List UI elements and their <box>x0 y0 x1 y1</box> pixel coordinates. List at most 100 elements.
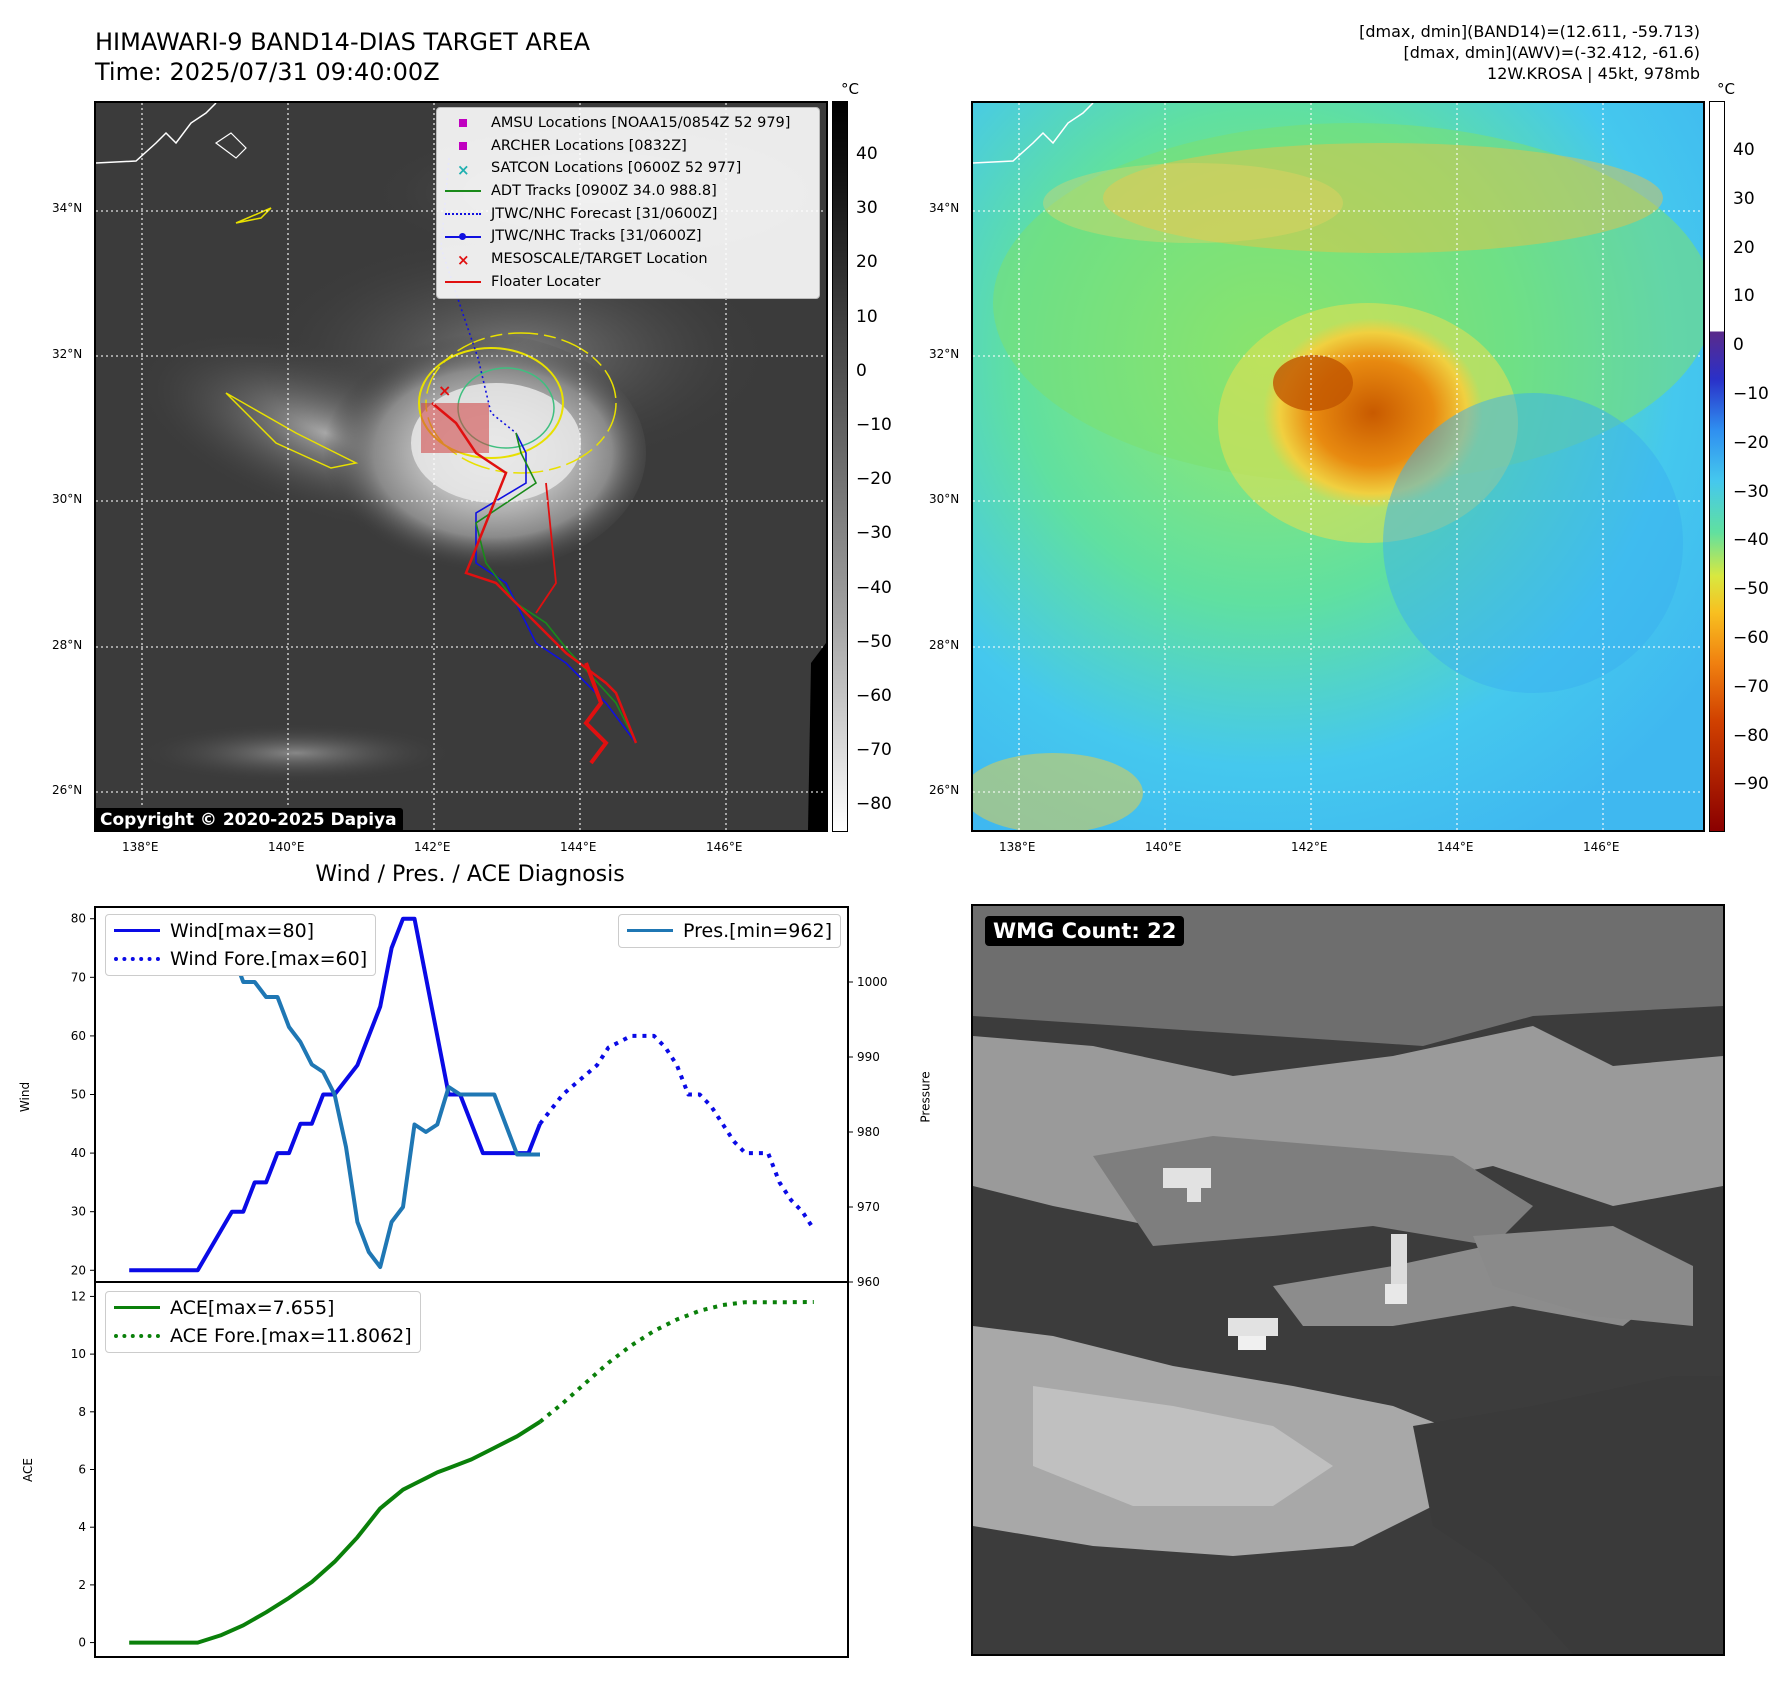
awv-lon-label: 144°E <box>1437 840 1474 854</box>
wmg-panel: WMG Count: 22 <box>971 904 1725 1656</box>
legend-item-jtwc-forecast: JTWC/NHC Forecast [31/0600Z] <box>443 203 811 226</box>
wind-axis-tick-label: 30 <box>71 1205 86 1219</box>
pressure-axis-tick-label: 970 <box>857 1200 880 1214</box>
wind-series-line <box>129 916 542 1273</box>
pressure-axis-tick-label: 980 <box>857 1125 880 1139</box>
awv-lon-label: 138°E <box>999 840 1036 854</box>
legend-item-adt: ADT Tracks [0900Z 34.0 988.8] <box>443 180 811 203</box>
ir-colorbar-tick: −70 <box>856 740 892 761</box>
ir-colorbar-tick: 10 <box>856 306 878 327</box>
meta-awv: [dmax, dmin](AWV)=(-32.412, -61.6) <box>1403 43 1700 62</box>
ace-series-line <box>129 1420 542 1645</box>
legend-item-jtwc-tracks: JTWC/NHC Tracks [31/0600Z] <box>443 225 811 248</box>
copyright-badge: Copyright © 2020-2025 Dapiya <box>96 808 403 830</box>
ir-lon-label: 146°E <box>706 840 743 854</box>
legend-item-wind-forecast: Wind Fore.[max=60] <box>114 945 367 973</box>
ace-series-forecast-line <box>538 1300 814 1424</box>
diagnosis-chart: 20 30 40 50 60 70 80 960 970 980 990 1000 0 2 4 6 8 10 12 <box>71 906 888 1658</box>
ir-lat-label: 30°N <box>52 492 83 506</box>
ir-colorbar-tick: −40 <box>856 577 892 598</box>
ir-lat-label: 34°N <box>52 201 83 215</box>
awv-colorbar-tick: −70 <box>1733 676 1769 697</box>
awv-colorbar <box>1709 101 1725 832</box>
ace-axis-tick-label: 0 <box>78 1636 86 1650</box>
awv-lon-label: 142°E <box>1291 840 1328 854</box>
ir-colorbar-tick: 0 <box>856 360 867 381</box>
awv-colorbar-tick: −20 <box>1733 432 1769 453</box>
wind-axis-label: Wind <box>18 1081 33 1113</box>
pressure-axis-label: Pressure <box>918 1071 933 1123</box>
meta-band14: [dmax, dmin](BAND14)=(12.611, -59.713) <box>1359 22 1700 41</box>
awv-colorbar-tick: −90 <box>1733 774 1769 795</box>
awv-colorbar-tick: 20 <box>1733 237 1755 258</box>
pressure-axis-tick-label: 990 <box>857 1050 880 1064</box>
awv-colorbar-tick: −50 <box>1733 579 1769 600</box>
awv-colorbar-tick: −80 <box>1733 725 1769 746</box>
awv-colorbar-tick: −60 <box>1733 628 1769 648</box>
figure-title: HIMAWARI-9 BAND14-DIAS TARGET AREA <box>95 28 591 56</box>
wmg-image <box>973 906 1723 1654</box>
ir-map-legend: AMSU Locations [NOAA15/0854Z 52 979] ARC… <box>436 107 820 299</box>
ir-colorbar-tick: −20 <box>856 469 892 490</box>
ir-colorbar-tick: 20 <box>856 252 878 273</box>
ir-lat-label: 28°N <box>52 638 83 652</box>
ace-axis-tick-label: 2 <box>78 1578 86 1592</box>
ir-colorbar <box>832 101 848 832</box>
awv-lon-label: 140°E <box>1145 840 1182 854</box>
ir-colorbar-unit: °C <box>841 80 859 98</box>
ir-lon-label: 142°E <box>414 840 451 854</box>
ir-colorbar-tick: −60 <box>856 686 892 706</box>
ir-map-panel: × AMSU Locations [NOAA15/0854Z 52 979] A… <box>94 101 828 832</box>
awv-lat-label: 34°N <box>929 201 960 215</box>
ir-colorbar-tick: −10 <box>856 415 892 435</box>
ir-colorbar-tick: 40 <box>856 144 878 164</box>
awv-colorbar-unit: °C <box>1717 80 1735 98</box>
awv-lon-label: 146°E <box>1583 840 1620 854</box>
ir-lat-label: 32°N <box>52 347 83 361</box>
legend-item-floater: Floater Locater <box>443 271 811 294</box>
ace-legend: ACE[max=7.655] ACE Fore.[max=11.8062] <box>105 1291 421 1353</box>
pressure-axis-tick-label: 960 <box>857 1275 880 1289</box>
figure-time: Time: 2025/07/31 09:40:00Z <box>95 58 440 86</box>
ir-lon-label: 144°E <box>560 840 597 854</box>
ir-lon-label: 138°E <box>122 840 159 854</box>
awv-lat-label: 30°N <box>929 492 960 506</box>
wind-axis-tick-label: 80 <box>71 912 86 926</box>
legend-item-pressure: Pres.[min=962] <box>627 917 832 945</box>
legend-item-archer: ARCHER Locations [0832Z] <box>443 135 811 158</box>
legend-item-ace: ACE[max=7.655] <box>114 1294 412 1322</box>
ir-lat-label: 26°N <box>52 783 83 797</box>
legend-item-ace-forecast: ACE Fore.[max=11.8062] <box>114 1322 412 1350</box>
awv-lat-label: 28°N <box>929 638 960 652</box>
awv-lat-label: 26°N <box>929 783 960 797</box>
ir-colorbar-tick: −30 <box>856 523 892 544</box>
ir-colorbar-tick: −80 <box>856 794 892 815</box>
awv-lat-label: 32°N <box>929 347 960 361</box>
legend-item-wind: Wind[max=80] <box>114 917 367 945</box>
meta-storm: 12W.KROSA | 45kt, 978mb <box>1487 64 1700 83</box>
awv-colorbar-tick: −10 <box>1733 384 1769 404</box>
awv-map-image <box>973 103 1703 830</box>
wind-axis-tick-label: 60 <box>71 1029 86 1043</box>
ir-lon-label: 140°E <box>268 840 305 854</box>
ace-axis-tick-label: 10 <box>71 1347 86 1361</box>
svg-text:×: × <box>438 381 451 400</box>
wind-axis-tick-label: 70 <box>71 970 86 984</box>
legend-item-satcon: × SATCON Locations [0600Z 52 977] <box>457 160 742 179</box>
ace-axis-label: ACE <box>20 1458 35 1482</box>
ace-axis-tick-label: 4 <box>78 1520 86 1534</box>
ace-axis-tick-label: 12 <box>71 1289 86 1303</box>
awv-colorbar-tick: 10 <box>1733 286 1755 307</box>
wind-axis-tick-label: 40 <box>71 1146 86 1160</box>
awv-colorbar-tick: −30 <box>1733 481 1769 502</box>
wmg-count-badge: WMG Count: 22 <box>985 916 1185 946</box>
wind-axis-tick-label: 20 <box>71 1263 86 1277</box>
awv-colorbar-tick: 30 <box>1733 188 1755 209</box>
awv-colorbar-tick: −40 <box>1733 530 1769 551</box>
ace-axis-tick-label: 6 <box>78 1463 86 1477</box>
wind-axis-tick-label: 50 <box>71 1088 86 1102</box>
ir-colorbar-tick: 30 <box>856 198 878 219</box>
legend-item-amsu: AMSU Locations [NOAA15/0854Z 52 979] <box>443 112 811 135</box>
ir-colorbar-tick: −50 <box>856 631 892 652</box>
diagnosis-title: Wind / Pres. / ACE Diagnosis <box>315 862 625 887</box>
